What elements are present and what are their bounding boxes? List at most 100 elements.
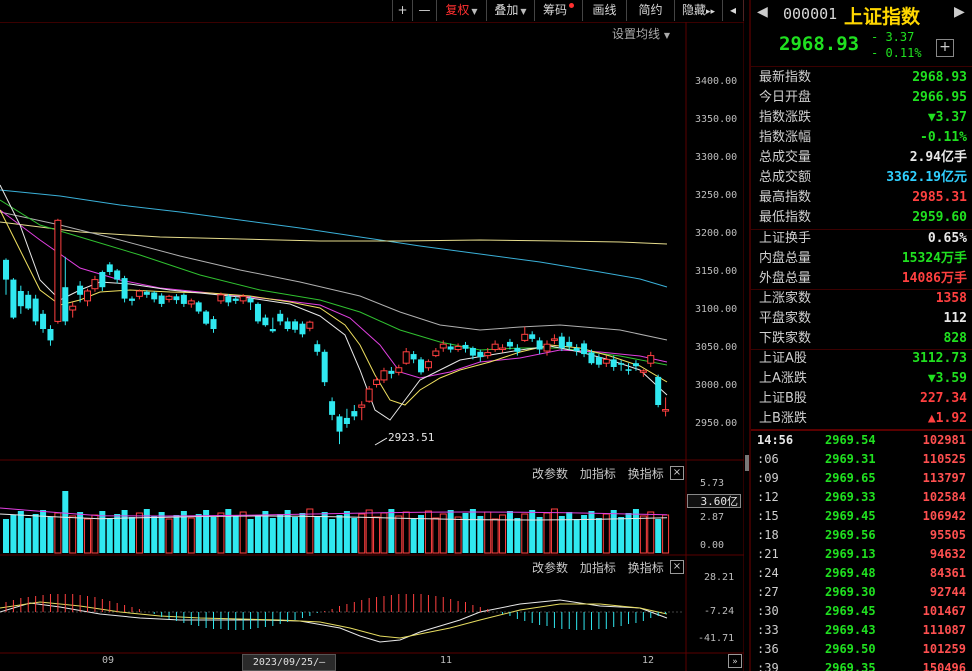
candle[interactable] [588,349,595,365]
chips-button[interactable]: 筹码 [534,0,582,21]
candle[interactable] [491,340,499,352]
candle[interactable] [180,293,187,307]
candle[interactable] [550,334,558,345]
candle[interactable] [277,310,284,326]
candle[interactable] [40,310,47,333]
candle[interactable] [203,310,210,326]
candle[interactable] [581,340,588,358]
candle[interactable] [477,349,484,362]
candle[interactable] [239,294,247,304]
candle[interactable] [77,281,84,303]
candle[interactable] [447,343,454,353]
candle[interactable] [618,360,625,371]
switch-indicator-button[interactable]: 换指标 [627,467,664,481]
edit-params-button[interactable]: 改参数 [532,467,569,481]
candle[interactable] [225,294,232,307]
candle[interactable] [314,340,321,356]
candle[interactable] [424,359,432,371]
candle[interactable] [655,374,662,408]
candle[interactable] [91,275,99,292]
candle[interactable] [292,319,299,333]
switch-indicator-button[interactable]: 换指标 [627,561,664,575]
candle[interactable] [187,298,195,308]
candle[interactable] [625,363,632,375]
candle[interactable] [165,294,173,303]
fuquan-button[interactable]: 复权 ▼ [436,0,486,21]
overlay-button[interactable]: 叠加 ▼ [486,0,534,21]
candle[interactable] [54,218,62,324]
add-indicator-button[interactable]: 加指标 [579,467,616,481]
candle[interactable] [69,302,77,318]
edit-params-button[interactable]: 改参数 [532,561,569,575]
panel-resize-handle[interactable] [745,455,749,471]
candle[interactable] [158,293,165,307]
close-icon[interactable]: × [670,560,684,574]
candle[interactable] [632,360,639,371]
candle[interactable] [543,340,551,356]
candle[interactable] [388,367,395,379]
candle[interactable] [232,296,239,304]
zoom-in-button[interactable]: + [392,0,412,21]
candle[interactable] [121,275,128,303]
candle[interactable] [595,354,602,368]
candle[interactable] [469,346,476,360]
candle[interactable] [247,296,254,310]
candle[interactable] [321,349,328,386]
candle[interactable] [432,348,440,358]
candle[interactable] [380,367,388,383]
add-indicator-button[interactable]: 加指标 [579,561,616,575]
candle[interactable] [566,336,573,350]
candle[interactable] [662,397,670,417]
candle[interactable] [217,292,225,304]
scroll-right-button[interactable]: » [728,654,742,668]
candle[interactable] [410,351,417,364]
candle[interactable] [106,262,113,276]
simple-mode-button[interactable]: 简约 [626,0,674,21]
candle[interactable] [32,294,39,326]
candle[interactable] [514,344,521,356]
candle[interactable] [25,291,32,310]
candle[interactable] [114,268,121,284]
candle[interactable] [462,341,469,353]
candle[interactable] [529,331,536,342]
candle[interactable] [254,302,261,324]
candle[interactable] [343,408,350,428]
candle[interactable] [10,278,17,320]
candle[interactable] [351,405,358,421]
candle[interactable] [269,317,276,333]
candle[interactable] [365,386,373,403]
zoom-out-button[interactable]: — [412,0,436,21]
candle[interactable] [602,355,610,367]
close-icon[interactable]: × [670,466,684,480]
candle[interactable] [210,316,217,333]
candle[interactable] [299,321,306,338]
candle[interactable] [499,344,507,353]
set-moving-average-button[interactable]: 设置均线 ▼ [612,25,670,42]
candle[interactable] [306,320,314,332]
candle[interactable] [647,351,655,367]
candle[interactable] [3,258,9,295]
candle[interactable] [358,401,366,421]
candle[interactable] [99,270,106,291]
candle[interactable] [62,256,69,326]
candle[interactable] [639,369,647,377]
prev-stock-button[interactable]: ◀ [757,4,768,20]
candle[interactable] [128,296,135,306]
candle[interactable] [329,397,336,421]
candle[interactable] [521,326,529,342]
candle[interactable] [47,325,54,346]
candle[interactable] [536,337,543,355]
candle[interactable] [262,314,269,327]
next-stock-button[interactable]: ▶ [954,4,965,20]
candle[interactable] [402,348,410,365]
candle[interactable] [195,300,202,314]
candle[interactable] [151,291,158,303]
chart-area[interactable]: 2923.51 [0,0,744,671]
candle[interactable] [84,288,92,307]
candle[interactable] [173,294,180,304]
candle[interactable] [284,317,291,332]
candle[interactable] [558,332,565,352]
candle[interactable] [484,348,492,359]
draw-line-button[interactable]: 画线 [582,0,626,21]
candle[interactable] [573,344,580,356]
